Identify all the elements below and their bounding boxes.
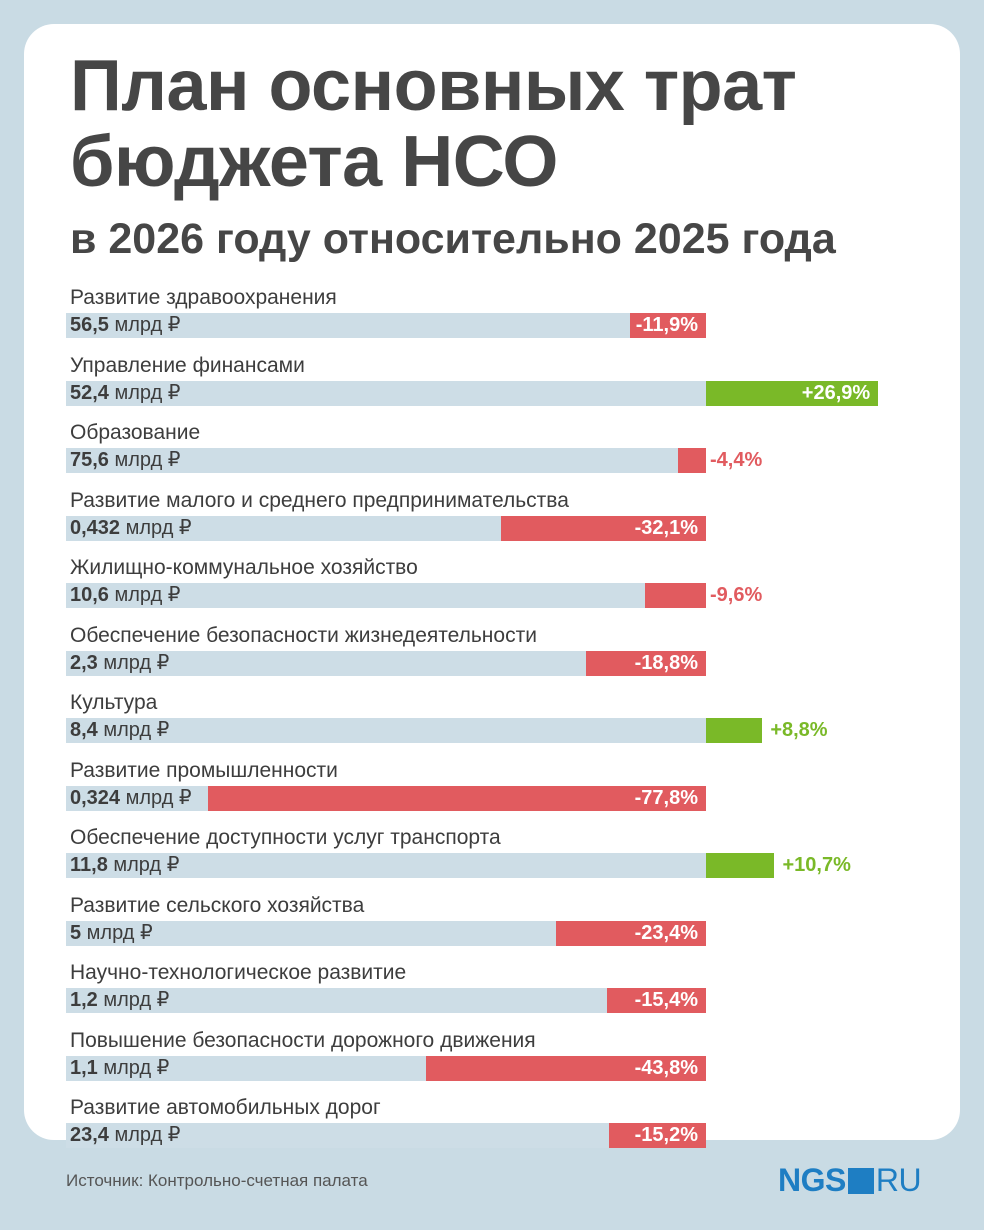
category-label: Повышение безопасности дорожного движени… (70, 1028, 536, 1052)
change-label: -15,2% (634, 1124, 698, 1146)
bar-value-label: 23,4 млрд ₽ (70, 1124, 181, 1146)
bar-value-label: 1,1 млрд ₽ (70, 1056, 170, 1079)
decrease-segment (644, 583, 706, 608)
source-note: Источник: Контрольно-счетная палата (66, 1171, 368, 1190)
change-label: -77,8% (634, 786, 698, 809)
bar-value-label: 0,324 млрд ₽ (70, 786, 192, 809)
bar-value-label: 52,4 млрд ₽ (70, 381, 181, 404)
bar-value-label: 8,4 млрд ₽ (70, 719, 170, 741)
decrease-segment (608, 1123, 706, 1148)
ngs-logo[interactable]: NGS RU (778, 1162, 922, 1199)
category-label: Развитие автомобильных дорог (70, 1096, 381, 1119)
increase-segment (706, 718, 763, 743)
category-label: Обеспечение доступности услуг транспорта (70, 826, 501, 849)
title-line-1: План основных трат (70, 46, 797, 126)
change-label: +8,8% (770, 719, 828, 741)
logo-square-icon (847, 1168, 874, 1194)
decrease-segment (629, 313, 706, 338)
change-label: -43,8% (634, 1056, 698, 1079)
bar-value-label: 11,8 млрд ₽ (70, 854, 180, 876)
category-label: Жилищно-коммунальное хозяйство (70, 556, 418, 579)
bar-value-label: 10,6 млрд ₽ (70, 584, 181, 606)
decrease-segment (208, 785, 706, 811)
card (24, 24, 960, 1140)
decrease-segment (677, 448, 706, 473)
bar-base (66, 718, 706, 743)
decrease-segment (556, 920, 706, 946)
page-title: План основных трат бюджета НСО (70, 46, 797, 202)
decrease-segment (607, 988, 706, 1013)
decrease-segment (585, 650, 706, 676)
change-label: -23,4% (634, 921, 698, 944)
bar-base (66, 583, 706, 608)
bar-base (66, 853, 706, 878)
increase-segment (706, 380, 879, 406)
change-label: -9,6% (710, 584, 763, 606)
category-label: Развитие здравоохранения (70, 286, 337, 309)
category-label: Образование (70, 421, 201, 444)
change-label: -18,8% (634, 651, 698, 674)
category-label: Управление финансами (70, 353, 305, 377)
change-label: -4,4% (710, 449, 763, 471)
category-label: Развитие малого и среднего предпринимате… (70, 488, 569, 512)
change-label: +10,7% (782, 854, 851, 876)
logo-text-left: NGS (778, 1162, 846, 1198)
category-label: Развитие сельского хозяйства (70, 893, 365, 917)
bar-value-label: 2,3 млрд ₽ (70, 651, 170, 674)
decrease-segment (425, 1055, 706, 1081)
subtitle: в 2026 году относительно 2025 года (70, 215, 836, 263)
category-label: Научно-технологическое развитие (70, 961, 407, 984)
bar-base (66, 448, 706, 473)
change-label: -11,9% (635, 314, 698, 336)
bar-value-label: 56,5 млрд ₽ (70, 314, 181, 336)
change-label: +26,9% (801, 381, 871, 404)
bar-base (66, 380, 706, 406)
title-line-2: бюджета НСО (70, 122, 558, 202)
bar-base (66, 1123, 706, 1148)
logo-text-right: RU (875, 1162, 922, 1198)
bar-value-label: 1,2 млрд ₽ (70, 989, 170, 1011)
bar-value-label: 75,6 млрд ₽ (70, 449, 181, 471)
bar-value-label: 5 млрд ₽ (70, 921, 153, 944)
bar-value-label: 0,432 млрд ₽ (70, 516, 192, 539)
category-label: Обеспечение безопасности жизнедеятельнос… (70, 623, 537, 647)
change-label: -32,1% (634, 516, 698, 539)
category-label: Культура (70, 691, 158, 714)
change-label: -15,4% (634, 989, 698, 1011)
bar-base (66, 313, 706, 338)
increase-segment (706, 853, 775, 878)
category-label: Развитие промышленности (70, 758, 338, 782)
bar-base (66, 988, 706, 1013)
decrease-segment (500, 515, 706, 541)
